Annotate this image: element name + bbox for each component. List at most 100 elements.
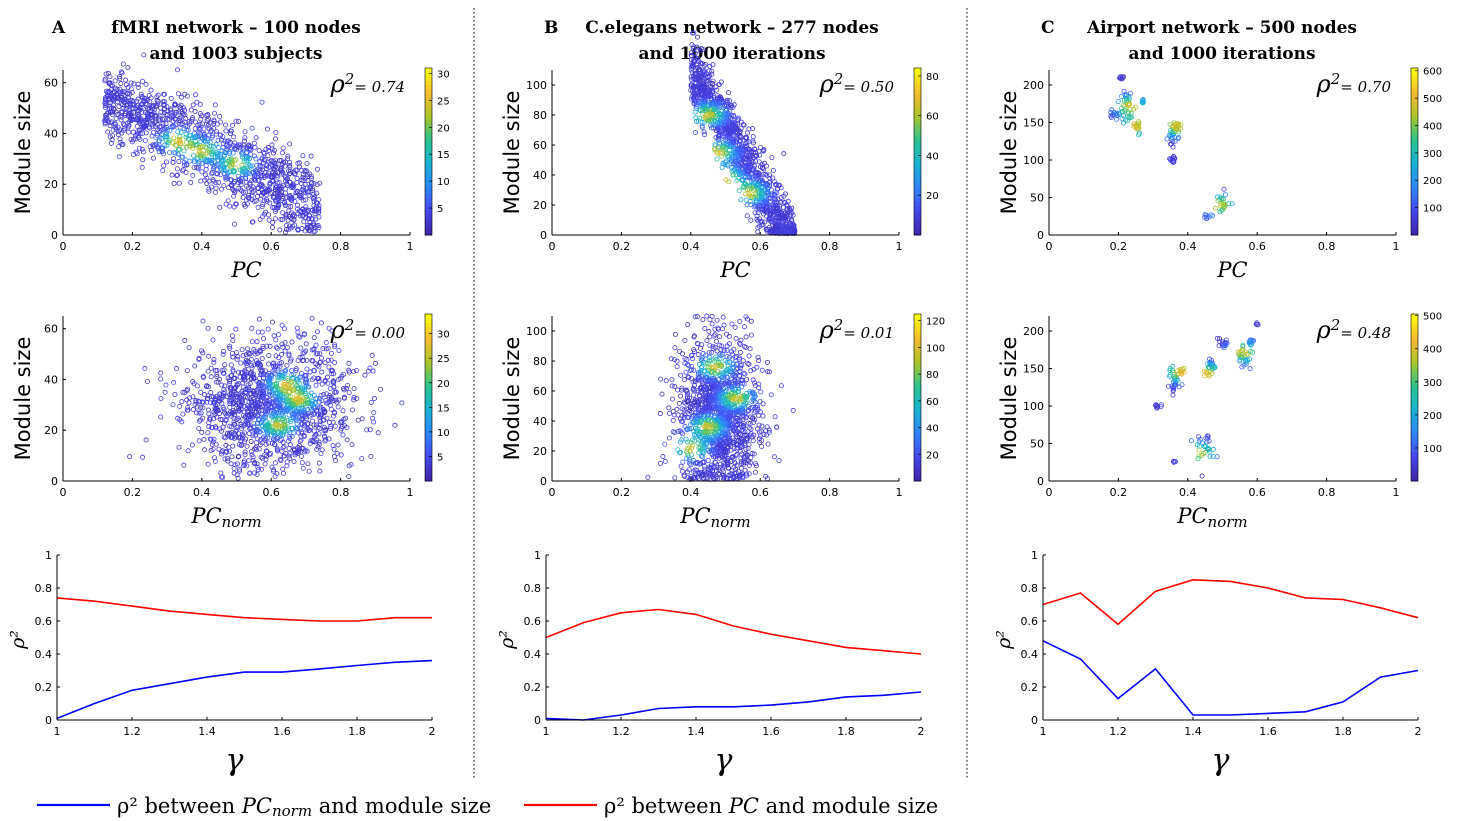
panel-b-pc-point bbox=[697, 115, 703, 121]
panel-a-pc-point bbox=[160, 99, 166, 105]
panel-a-pcnorm-point bbox=[230, 354, 236, 360]
panel-a-pc-point bbox=[139, 146, 145, 152]
panel-a-pc-point bbox=[187, 144, 193, 150]
panel-b-pcnorm-point bbox=[743, 334, 749, 340]
panel-a-pcnorm-point bbox=[318, 451, 324, 457]
panel-a-pcnorm-point bbox=[325, 357, 331, 363]
panel-a-pcnorm-point bbox=[359, 456, 365, 462]
panel-a-pcnorm-point bbox=[198, 404, 204, 410]
panel-a-pcnorm-point bbox=[327, 393, 333, 399]
panel-a-pc-point bbox=[215, 137, 221, 143]
panel-b-pc-point bbox=[726, 179, 732, 185]
panel-a-pc-point bbox=[158, 109, 164, 115]
panel-a-pcnorm-point bbox=[295, 389, 301, 395]
panel-title-b-line1: C.elegans network – 277 nodes bbox=[585, 18, 878, 38]
panel-a-pcnorm-point bbox=[286, 453, 292, 459]
panel-a-pcnorm-point bbox=[206, 424, 212, 430]
panel-a-pcnorm-point bbox=[276, 393, 282, 399]
panel-a-pcnorm-point bbox=[296, 446, 302, 452]
panel-a-pcnorm-point bbox=[331, 378, 337, 384]
panel-a-pcnorm-colorbar-segment bbox=[425, 314, 432, 319]
panel-a-pcnorm-point bbox=[226, 448, 232, 454]
panel-a-pcnorm-point bbox=[250, 431, 256, 437]
panel-b-pcnorm-point bbox=[732, 324, 738, 330]
panel-a-pcnorm-point bbox=[307, 413, 313, 419]
panel-b-pc-point bbox=[725, 127, 731, 133]
panel-a-pc-point bbox=[254, 168, 260, 174]
panel-a-pc-point bbox=[282, 229, 288, 235]
panel-a-pc-point bbox=[150, 121, 156, 127]
panel-a-pcnorm-point bbox=[293, 366, 299, 372]
panel-a-pcnorm-point bbox=[281, 326, 287, 332]
panel-b-pc-point bbox=[695, 34, 701, 40]
panel-a-pcnorm-point bbox=[212, 411, 218, 417]
panel-a-pcnorm-point bbox=[186, 345, 192, 351]
panel-a-pc-point bbox=[196, 160, 202, 166]
panel-a-pc-point bbox=[277, 187, 283, 193]
panel-a-pcnorm-point bbox=[313, 407, 319, 413]
panel-a-pc-point bbox=[230, 122, 236, 128]
panel-a-pc-point bbox=[249, 169, 255, 175]
panel-a-pc-point bbox=[144, 111, 150, 117]
panel-a-pcnorm-point bbox=[287, 455, 293, 461]
panel-b-pc-point bbox=[755, 210, 761, 216]
panel-a-pcnorm-point bbox=[251, 424, 257, 430]
panel-a-pc-point bbox=[199, 121, 205, 127]
panel-b-pc-point bbox=[742, 166, 748, 172]
panel-a-pc-point bbox=[308, 173, 314, 179]
panel-a-pcnorm-point bbox=[369, 352, 375, 358]
panel-a-pc-point bbox=[140, 149, 146, 155]
panel-b-pc-point bbox=[752, 210, 758, 216]
panel-a-pcnorm-point bbox=[270, 412, 276, 418]
panel-a-pc-point bbox=[180, 154, 186, 160]
panel-a-pcnorm-point bbox=[331, 446, 337, 452]
panel-a-pc-point bbox=[134, 131, 140, 137]
panel-a-pc-point bbox=[214, 129, 220, 135]
panel-a-pc-point bbox=[302, 167, 308, 173]
panel-b-pcnorm-point bbox=[757, 399, 763, 405]
panel-a-pc-point bbox=[141, 99, 147, 105]
panel-a-pc-point bbox=[261, 189, 267, 195]
panel-b-pc-point bbox=[733, 169, 739, 175]
panel-b-pc-colorbar-segment bbox=[914, 130, 921, 136]
panel-b-pc-colorbar-segment bbox=[914, 193, 921, 198]
panel-a-pc-point bbox=[266, 147, 272, 153]
panel-a-pc-point bbox=[297, 189, 303, 195]
panel-a-pcnorm-point bbox=[249, 363, 255, 369]
panel-a-pc-ytick-label: 60 bbox=[44, 77, 58, 90]
panel-a-pc-point bbox=[128, 117, 134, 123]
panel-b-pc-point bbox=[731, 112, 737, 118]
panel-a-pc-xtick-label: 0.4 bbox=[193, 240, 211, 253]
panel-b-pcnorm-point bbox=[678, 372, 684, 378]
panel-a-pcnorm-point bbox=[196, 356, 202, 362]
panel-b-pcnorm-point bbox=[724, 347, 730, 353]
panel-b-pc-point bbox=[701, 84, 707, 90]
panel-b-pc-point bbox=[754, 216, 760, 222]
panel-b-pc-point bbox=[717, 100, 723, 106]
panel-a-pcnorm-colorbar-segment bbox=[425, 393, 432, 398]
panel-a-pcnorm-point bbox=[294, 376, 300, 382]
panel-a-pc-point bbox=[225, 198, 231, 204]
panel-a-pc-point bbox=[144, 113, 150, 119]
panel-a-pc-point bbox=[102, 119, 108, 125]
panel-a-pc-colorbar-segment bbox=[425, 113, 432, 119]
panel-a-pcnorm-point bbox=[249, 339, 255, 345]
panel-a-pcnorm-point bbox=[232, 432, 238, 438]
panel-b-pc-point bbox=[709, 97, 715, 103]
panel-b-pc-point bbox=[693, 65, 699, 71]
panel-a-pc-point bbox=[231, 167, 237, 173]
panel-a-pcnorm-point bbox=[221, 434, 227, 440]
panel-a-pc-point bbox=[276, 203, 282, 209]
panel-a-pcnorm-point bbox=[270, 361, 276, 367]
panel-b-pc-point bbox=[754, 152, 760, 158]
panel-b-pc-point bbox=[753, 158, 759, 164]
panel-b-pc-point bbox=[706, 77, 712, 83]
panel-a-pcnorm-point bbox=[248, 425, 254, 431]
panel-a-pcnorm-point bbox=[258, 390, 264, 396]
panel-a-pc-colorbar-segment bbox=[425, 193, 432, 198]
panel-a-pc-point bbox=[263, 173, 269, 179]
panel-a-pcnorm-point bbox=[255, 413, 261, 419]
panel-a-pcnorm-ytick-label: 0 bbox=[51, 475, 58, 488]
